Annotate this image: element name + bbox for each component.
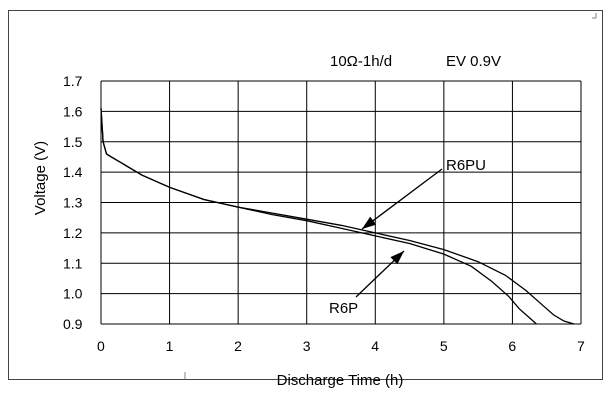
y-tick-label: 1.5 [63, 134, 83, 150]
y-tick-label: 1.3 [63, 195, 83, 211]
series-group [100, 108, 575, 325]
y-tick-label: 1.6 [63, 103, 83, 119]
y-tick-label: 1.4 [63, 164, 83, 180]
conditions-label: 10Ω-1h/d [330, 53, 392, 70]
r6p-label: R6P [329, 300, 358, 317]
y-tick-label: 1.1 [63, 255, 83, 271]
x-tick-label: 2 [234, 338, 242, 354]
x-tick-label: 3 [303, 338, 311, 354]
grid [100, 80, 582, 325]
x-tick-labels: 0 1 2 3 4 5 6 7 [97, 338, 585, 354]
x-tick-label: 1 [166, 338, 174, 354]
r6pu-arrowhead [362, 216, 377, 229]
y-tick-label: 1.7 [63, 73, 83, 89]
series-line-r6p [100, 108, 537, 325]
x-tick-label: 7 [577, 338, 585, 354]
y-tick-label: 0.9 [63, 316, 83, 332]
x-tick-label: 6 [508, 338, 516, 354]
x-tick-label: 4 [371, 338, 379, 354]
x-tick-label: 5 [440, 338, 448, 354]
end-voltage-label: EV 0.9V [446, 53, 501, 70]
r6pu-label: R6PU [446, 157, 486, 174]
y-tick-label: 1.2 [63, 225, 83, 241]
r6pu-arrow [361, 168, 443, 230]
r6p-arrowhead [390, 251, 404, 265]
y-tick-labels: 0.9 1.0 1.1 1.2 1.3 1.4 1.5 1.6 1.7 [63, 73, 83, 332]
outer-frame [8, 10, 603, 380]
x-tick-label: 0 [97, 338, 105, 354]
y-tick-label: 1.0 [63, 286, 83, 302]
y-axis-label: Voltage (V) [32, 141, 49, 215]
x-axis-label: Discharge Time (h) [277, 372, 404, 389]
